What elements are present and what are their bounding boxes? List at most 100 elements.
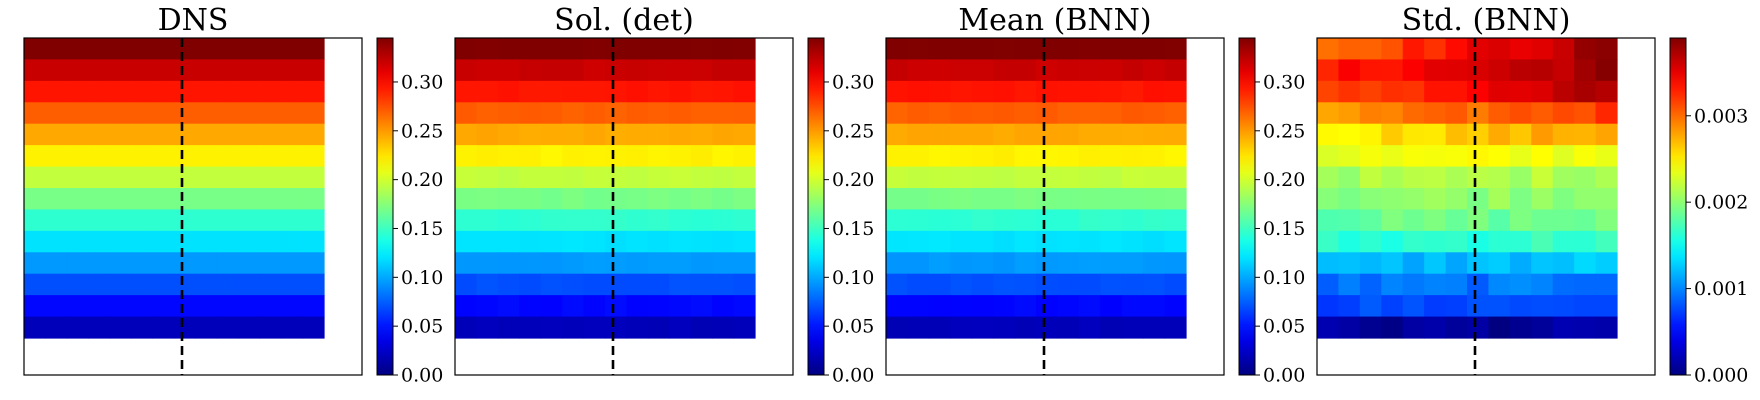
heatmap-cell bbox=[1057, 273, 1080, 296]
heatmap-cell bbox=[88, 295, 111, 318]
heatmap-cell bbox=[1488, 273, 1511, 296]
heatmap-cell bbox=[1014, 230, 1037, 253]
heatmap-cell bbox=[583, 273, 606, 296]
heatmap-cell bbox=[690, 295, 713, 318]
heatmap-cell bbox=[1014, 295, 1037, 318]
heatmap-cell bbox=[519, 295, 542, 318]
heatmap-cell bbox=[455, 230, 478, 253]
heatmap-cell bbox=[993, 166, 1016, 189]
heatmap-cell bbox=[1338, 123, 1361, 146]
heatmap-cell bbox=[928, 38, 951, 61]
heatmap-cell bbox=[1424, 252, 1447, 275]
heatmap-cell bbox=[971, 295, 994, 318]
heatmap-cell bbox=[1402, 316, 1425, 339]
heatmap-cell bbox=[1445, 102, 1468, 125]
heatmap-cell bbox=[1424, 209, 1447, 232]
heatmap-cell bbox=[302, 316, 325, 339]
heatmap-cell bbox=[174, 102, 197, 125]
heatmap-cell bbox=[669, 209, 692, 232]
heatmap-cell bbox=[1509, 209, 1532, 232]
heatmap-cell bbox=[259, 38, 282, 61]
heatmap-cell bbox=[1338, 273, 1361, 296]
heatmap-cell bbox=[1595, 123, 1618, 146]
heatmap-cell bbox=[1488, 102, 1511, 125]
heatmap-cell bbox=[690, 273, 713, 296]
heatmap-cell bbox=[1036, 230, 1059, 253]
heatmap-cell bbox=[1552, 166, 1575, 189]
heatmap-cell bbox=[647, 295, 670, 318]
heatmap-cell bbox=[626, 38, 649, 61]
heatmap-cell bbox=[1574, 230, 1597, 253]
heatmap-cell bbox=[1402, 123, 1425, 146]
heatmap-cell bbox=[626, 123, 649, 146]
colorbar-tick-label: 0.10 bbox=[1263, 267, 1305, 289]
heatmap-cell bbox=[647, 145, 670, 168]
panel-title: Sol. (det) bbox=[554, 3, 694, 38]
heatmap-cell bbox=[928, 59, 951, 82]
heatmap-cell bbox=[1057, 230, 1080, 253]
heatmap-cell bbox=[605, 102, 628, 125]
heatmap-cell bbox=[302, 273, 325, 296]
heatmap-cell bbox=[669, 59, 692, 82]
heatmap-cell bbox=[1121, 102, 1144, 125]
heatmap-cell bbox=[669, 295, 692, 318]
heatmap-cell bbox=[583, 295, 606, 318]
heatmap-cell bbox=[45, 80, 68, 103]
heatmap-cell bbox=[1488, 59, 1511, 82]
heatmap-cell bbox=[1014, 38, 1037, 61]
heatmap-cell bbox=[1574, 38, 1597, 61]
heatmap-cell bbox=[152, 145, 175, 168]
heatmap-cell bbox=[24, 123, 47, 146]
heatmap-cell bbox=[1402, 38, 1425, 61]
heatmap-cell bbox=[1121, 252, 1144, 275]
heatmap-cell bbox=[583, 80, 606, 103]
heatmap-cell bbox=[131, 230, 154, 253]
heatmap-cell bbox=[1595, 145, 1618, 168]
colorbar bbox=[376, 37, 394, 376]
heatmap-cell bbox=[1402, 145, 1425, 168]
heatmap-cell bbox=[1488, 295, 1511, 318]
heatmap-cell bbox=[216, 123, 239, 146]
heatmap-cell bbox=[669, 38, 692, 61]
heatmap-cells bbox=[1317, 38, 1618, 339]
heatmap-cell bbox=[45, 209, 68, 232]
heatmap-cell bbox=[476, 252, 499, 275]
heatmap-cell bbox=[647, 102, 670, 125]
heatmap-cell bbox=[1574, 80, 1597, 103]
heatmap-cell bbox=[152, 273, 175, 296]
heatmap-cell bbox=[1488, 38, 1511, 61]
heatmap-cell bbox=[174, 188, 197, 211]
heatmap-cell bbox=[647, 123, 670, 146]
heatmap-cell bbox=[174, 38, 197, 61]
heatmap-cell bbox=[66, 80, 89, 103]
colorbar-tick-label: 0.15 bbox=[832, 218, 874, 240]
heatmap-cell bbox=[1317, 145, 1340, 168]
heatmap-cell bbox=[455, 80, 478, 103]
heatmap-cell bbox=[1036, 273, 1059, 296]
heatmap-cell bbox=[733, 188, 756, 211]
heatmap-cell bbox=[45, 316, 68, 339]
heatmap-cell bbox=[1036, 188, 1059, 211]
heatmap-cell bbox=[109, 209, 132, 232]
heatmap-cell bbox=[540, 166, 563, 189]
heatmap-cell bbox=[712, 80, 735, 103]
heatmap-cell bbox=[993, 80, 1016, 103]
heatmap-cell bbox=[238, 145, 261, 168]
heatmap-cell bbox=[993, 188, 1016, 211]
heatmap-cell bbox=[993, 230, 1016, 253]
heatmap-cell bbox=[1143, 316, 1166, 339]
heatmap-cell bbox=[1338, 316, 1361, 339]
colorbar-tick-label: 0.30 bbox=[832, 71, 874, 93]
heatmap-cell bbox=[1402, 252, 1425, 275]
heatmap-cell bbox=[131, 316, 154, 339]
heatmap-cell bbox=[152, 38, 175, 61]
heatmap-cell bbox=[24, 209, 47, 232]
heatmap-cell bbox=[497, 230, 520, 253]
heatmap-cell bbox=[1121, 80, 1144, 103]
heatmap-cell bbox=[88, 38, 111, 61]
heatmap-cell bbox=[302, 38, 325, 61]
heatmap-cell bbox=[1164, 59, 1187, 82]
heatmap-cell bbox=[626, 230, 649, 253]
heatmap-cell bbox=[238, 80, 261, 103]
